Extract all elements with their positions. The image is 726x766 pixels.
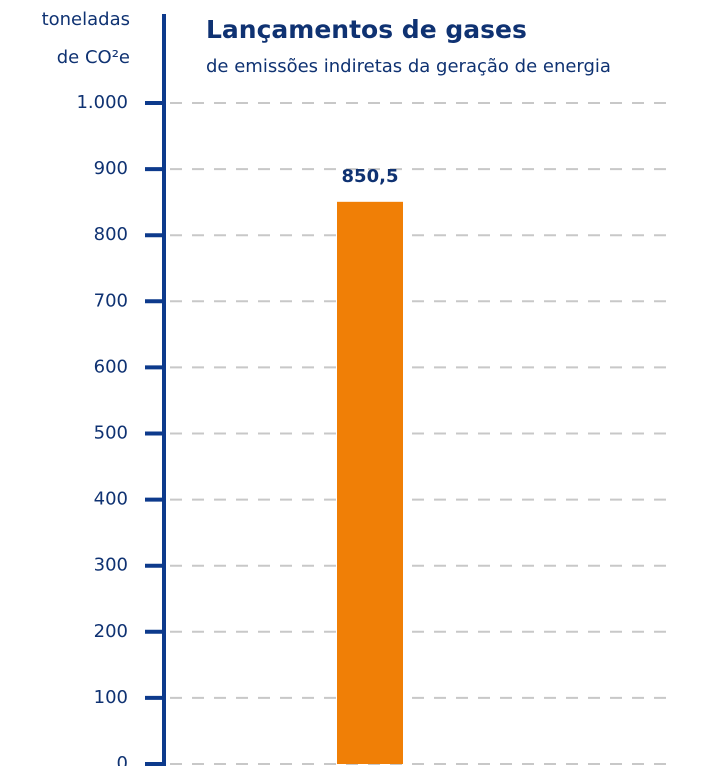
y-tick-label: 500 [94,423,128,444]
y-tick-label: 200 [94,621,128,642]
chart-subtitle: de emissões indiretas da geração de ener… [206,56,611,77]
y-axis-label: toneladas [42,9,130,30]
y-tick-label: 900 [94,158,128,179]
y-tick-label: 800 [94,224,128,245]
y-tick-label: 100 [94,687,128,708]
y-tick-label: 300 [94,555,128,576]
chart-title: Lançamentos de gases [206,15,527,44]
y-tick-label: 1.000 [76,92,128,113]
y-tick-label: 600 [94,356,128,377]
y-tick-label: 0 [117,753,128,766]
data-label: 850,5 [342,166,399,187]
y-axis-label: de CO²e [57,47,130,68]
y-tick-label: 400 [94,489,128,510]
bar [337,201,403,764]
y-tick-label: 700 [94,290,128,311]
